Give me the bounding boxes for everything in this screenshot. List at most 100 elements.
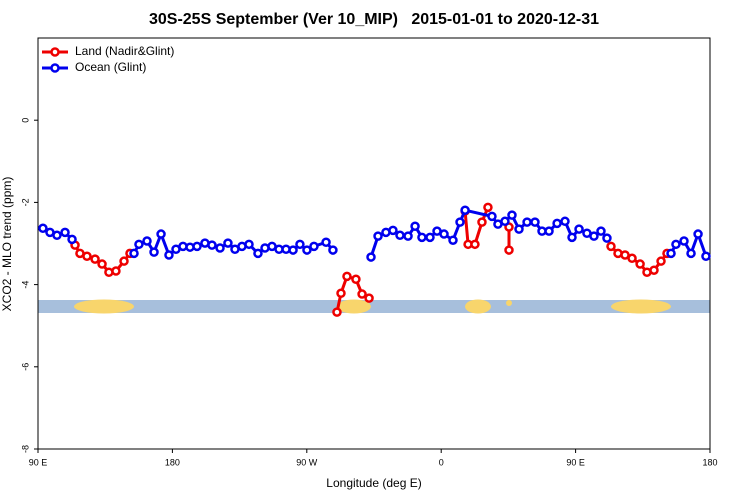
point <box>302 245 312 255</box>
point <box>602 233 612 243</box>
point <box>288 245 298 255</box>
point <box>686 248 696 259</box>
point <box>483 202 493 213</box>
land-blob <box>74 299 134 314</box>
point <box>328 245 338 255</box>
point <box>336 288 346 298</box>
point <box>455 217 465 227</box>
point <box>90 254 100 264</box>
point <box>666 248 676 259</box>
point <box>567 232 577 243</box>
point <box>560 216 570 227</box>
y-tick-label: -6 <box>20 363 30 371</box>
point <box>470 239 480 250</box>
point <box>507 210 517 220</box>
point <box>439 229 449 239</box>
point <box>309 241 319 252</box>
legend-marker <box>50 47 60 57</box>
point <box>627 253 637 264</box>
point <box>514 224 524 234</box>
point <box>357 289 367 299</box>
legend-label: Land (Nadir&Glint) <box>75 44 174 58</box>
point <box>321 237 331 248</box>
plot-frame <box>37 37 711 450</box>
point <box>366 252 376 262</box>
point <box>500 216 510 227</box>
point <box>52 230 62 241</box>
x-tick-label: 90 E <box>566 457 585 467</box>
x-tick-label: 90 W <box>296 457 318 467</box>
point <box>111 266 121 276</box>
land-blob <box>337 299 371 314</box>
point <box>156 229 166 239</box>
point <box>38 223 48 234</box>
point <box>351 274 361 285</box>
x-tick-label: 180 <box>702 457 717 467</box>
point <box>244 239 254 250</box>
point <box>606 241 616 252</box>
land-ocean-mask <box>38 299 710 314</box>
y-tick-label: -2 <box>20 198 30 206</box>
y-tick-label: -4 <box>20 281 30 289</box>
legend-label: Ocean (Glint) <box>75 60 146 74</box>
point <box>544 226 554 236</box>
point <box>388 225 398 236</box>
point <box>403 231 413 241</box>
land-blob <box>465 299 491 314</box>
point <box>253 248 263 259</box>
point <box>223 238 233 248</box>
point <box>332 307 342 317</box>
land-blob <box>506 300 512 306</box>
chart-title: 30S-25S September (Ver 10_MIP) 2015-01-0… <box>149 11 599 28</box>
point <box>448 235 458 245</box>
point <box>373 231 383 241</box>
point <box>60 227 70 238</box>
y-tick-label: -8 <box>20 445 30 453</box>
point <box>552 218 562 229</box>
point <box>82 251 92 261</box>
ocean-band <box>38 300 710 313</box>
point <box>679 236 689 246</box>
point <box>67 234 77 245</box>
point <box>425 232 435 243</box>
point <box>417 232 427 243</box>
point <box>522 217 532 227</box>
point <box>192 241 202 252</box>
point <box>671 239 681 250</box>
point <box>97 259 107 269</box>
point <box>395 230 405 241</box>
point <box>460 205 470 215</box>
x-axis-label: Longitude (deg E) <box>326 476 421 490</box>
point <box>207 240 217 250</box>
point <box>656 256 666 266</box>
point <box>364 293 374 303</box>
point <box>149 247 159 257</box>
point <box>295 239 305 250</box>
point <box>504 245 514 255</box>
point <box>701 251 711 261</box>
point <box>487 211 497 222</box>
point <box>596 226 606 236</box>
point <box>134 239 144 250</box>
point <box>215 243 225 253</box>
point <box>574 224 584 234</box>
point <box>635 259 645 269</box>
point <box>410 221 420 231</box>
legend-marker <box>50 63 60 73</box>
point <box>620 250 630 260</box>
y-tick-label: 0 <box>20 118 30 123</box>
point <box>129 248 139 259</box>
land-blob <box>611 299 671 314</box>
point <box>142 236 152 246</box>
point <box>164 250 174 260</box>
x-tick-label: 180 <box>165 457 180 467</box>
point <box>530 217 540 227</box>
x-tick-label: 90 E <box>29 457 48 467</box>
point <box>119 256 129 266</box>
y-axis-label: XCO2 - MLO trend (ppm) <box>0 177 14 312</box>
point <box>693 229 703 239</box>
point <box>477 217 487 227</box>
point <box>342 271 352 282</box>
x-tick-label: 0 <box>439 457 444 467</box>
